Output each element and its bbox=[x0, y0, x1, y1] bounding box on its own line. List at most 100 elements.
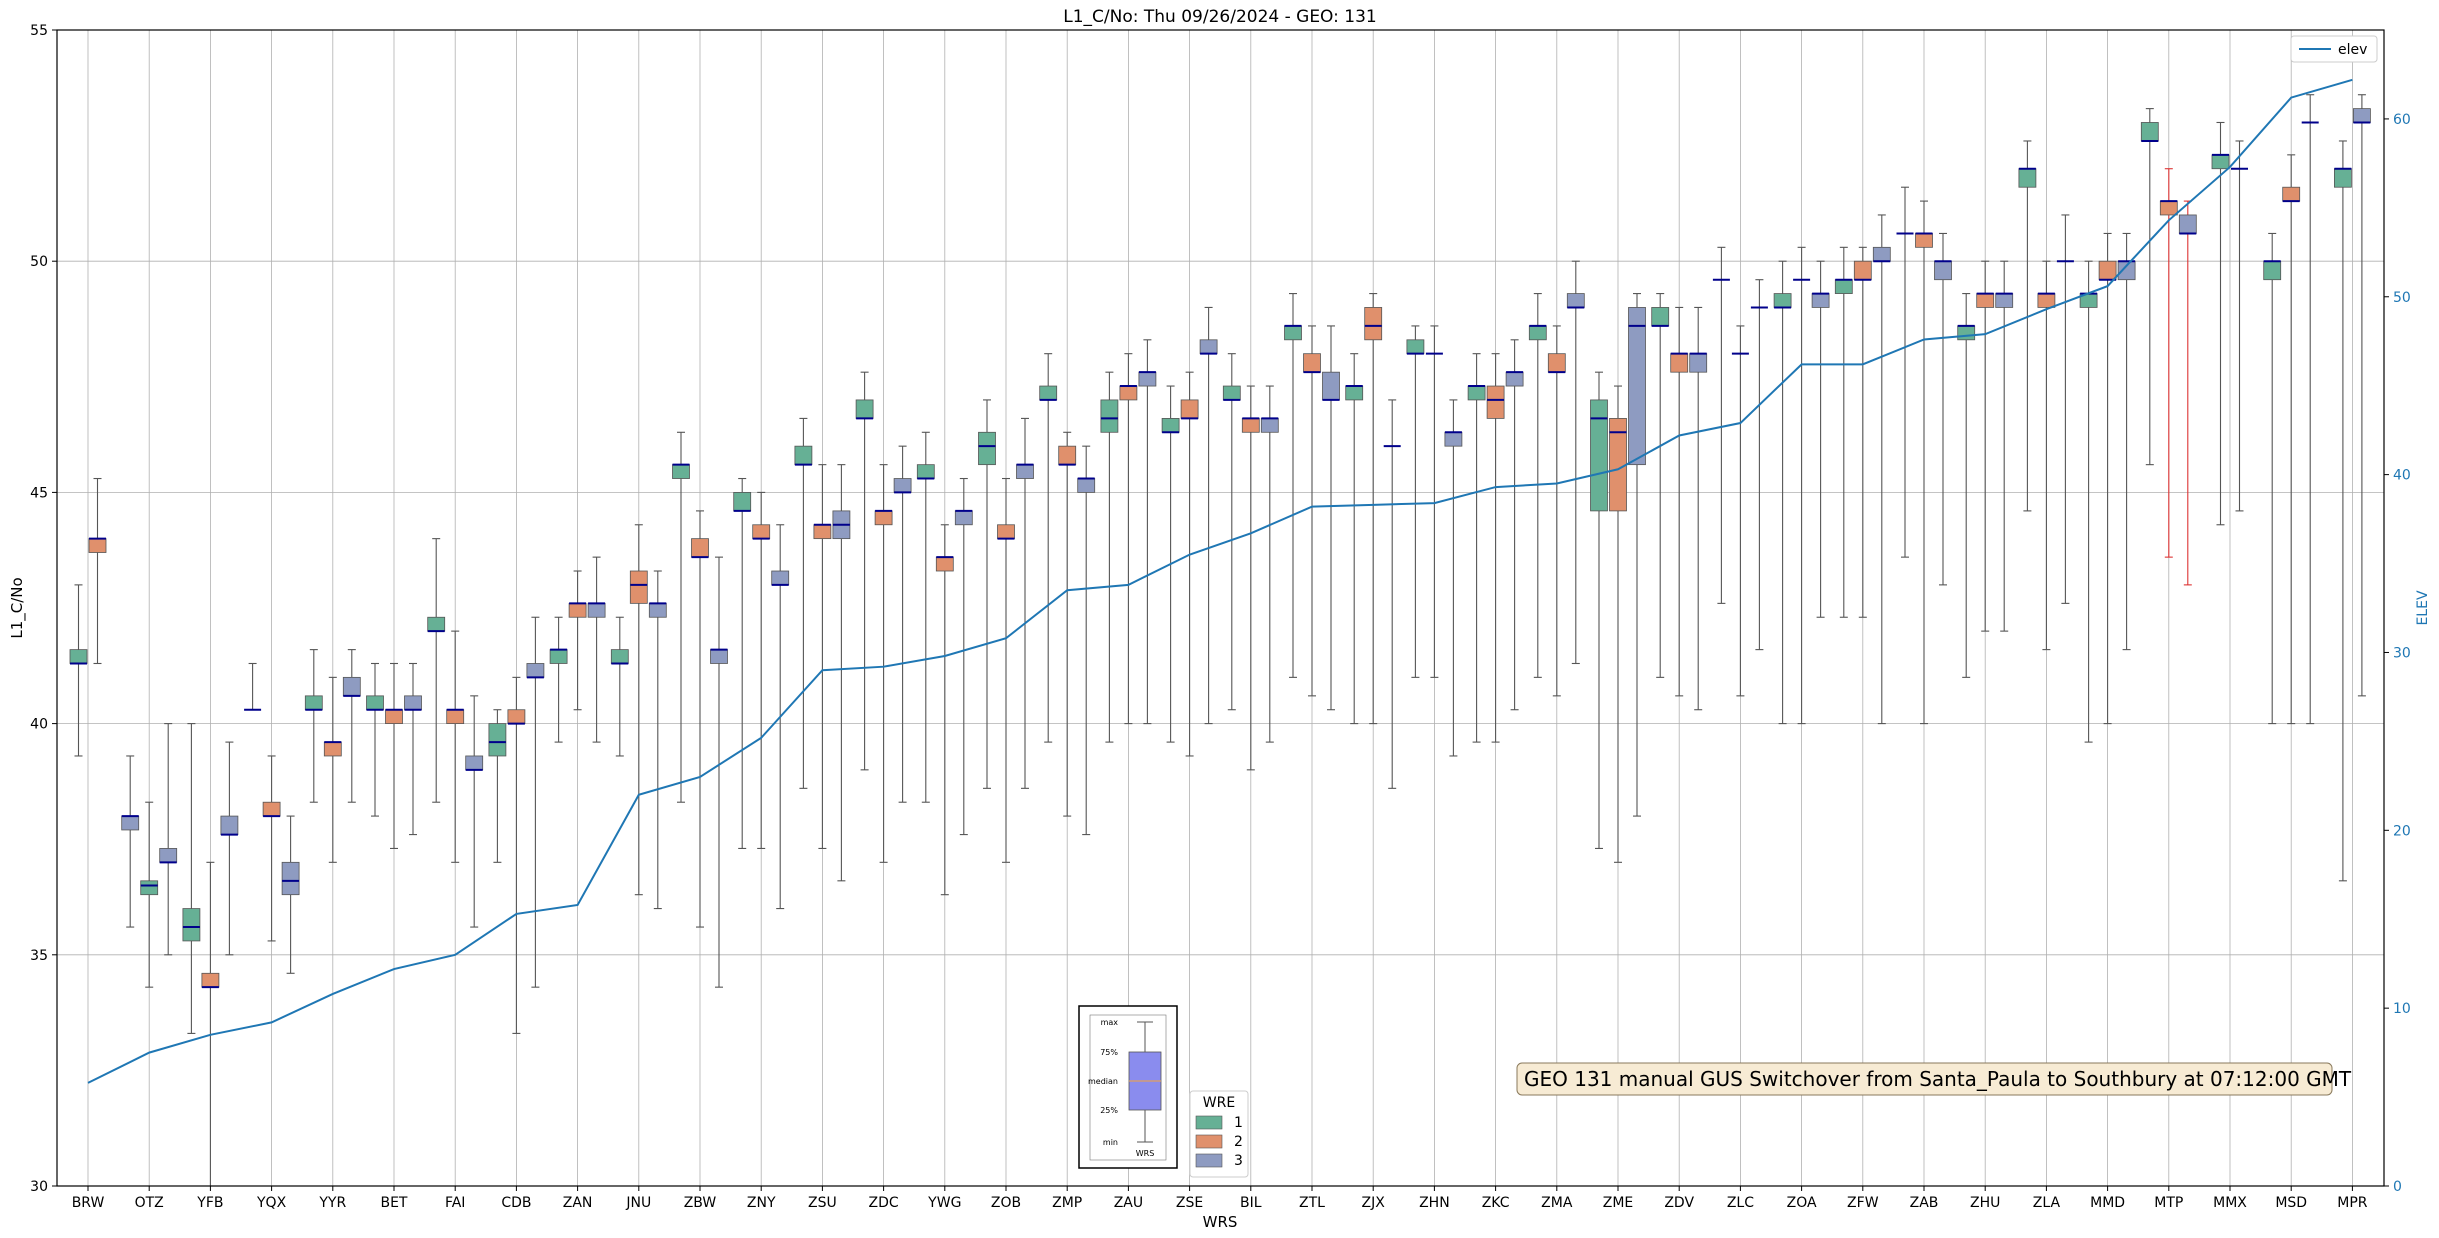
box-wre-1 bbox=[2140, 122, 2159, 142]
y2-tick-label: 10 bbox=[2393, 1001, 2411, 1017]
axis-layer: BRW OTZ YFB YQX YYR BET FAI CDB ZAN JNU ZBW ZNY ZSU Z… bbox=[30, 23, 2411, 1211]
x-tick-label: CDB bbox=[501, 1195, 531, 1211]
x-tick-label: FAI bbox=[445, 1195, 465, 1211]
y2-tick-label: 20 bbox=[2393, 823, 2411, 839]
whisker-layer bbox=[74, 94, 2366, 1186]
line-legend: elev bbox=[2290, 35, 2378, 63]
box-wre-2 bbox=[1670, 353, 1689, 373]
box-wre-3 bbox=[1811, 293, 1830, 308]
box-wre-1 bbox=[672, 464, 690, 479]
box-wre-1 bbox=[610, 649, 629, 664]
y2-tick-label: 60 bbox=[2393, 112, 2411, 128]
box-wre-2 bbox=[1915, 233, 1933, 248]
x-tick-label: YFB bbox=[196, 1195, 223, 1211]
box-wre-2 bbox=[2159, 200, 2178, 216]
annotation: GEO 131 manual GUS Switchover from Santa… bbox=[1516, 1062, 2352, 1096]
box-wre-2 bbox=[2098, 260, 2117, 281]
box-layer bbox=[69, 108, 2371, 989]
box-wre-3 bbox=[1016, 464, 1034, 479]
box-wre-1 bbox=[1467, 385, 1486, 401]
box-wre-3 bbox=[465, 755, 484, 771]
box-wre-1 bbox=[2211, 154, 2230, 170]
elevation-line bbox=[87, 78, 2353, 1084]
box-wre-1 bbox=[1100, 399, 1119, 433]
box-wre-2 bbox=[1853, 260, 1872, 281]
box-legend-title: WRE bbox=[1203, 1095, 1235, 1111]
x-tick-label: ZSU bbox=[808, 1195, 837, 1211]
box-wre-1 bbox=[1039, 385, 1058, 401]
x-tick-label: ZAU bbox=[1114, 1195, 1143, 1211]
x-tick-label: YYR bbox=[318, 1195, 346, 1211]
x-tick-label: ZNY bbox=[747, 1195, 776, 1211]
box-wre-1 bbox=[2263, 260, 2282, 281]
line-legend-frame bbox=[2290, 35, 2378, 63]
box-wre-1 bbox=[1590, 399, 1608, 512]
box-wre-1 bbox=[1161, 418, 1180, 433]
x-tick-label: ZOA bbox=[1787, 1195, 1817, 1211]
x-tick-label: ZFW bbox=[1847, 1195, 1879, 1211]
box-wre-3 bbox=[281, 861, 300, 896]
box-wre-1 bbox=[182, 908, 201, 942]
x-tick-label: ZOB bbox=[991, 1195, 1021, 1211]
box-legend-swatch-2 bbox=[1195, 1134, 1223, 1149]
box-wre-3 bbox=[159, 848, 178, 863]
line-legend-label: elev bbox=[2338, 42, 2367, 58]
box-wre-3 bbox=[2352, 108, 2371, 123]
y2-tick-label: 0 bbox=[2393, 1179, 2402, 1195]
y-tick-label: 35 bbox=[30, 948, 48, 964]
box-legend: WRE 1 2 3 bbox=[1189, 1090, 1249, 1178]
box-wre-1 bbox=[140, 880, 159, 896]
box-key-label-q1: 25% bbox=[1100, 1106, 1118, 1115]
box-wre-2 bbox=[1058, 445, 1077, 466]
box-wre-1 bbox=[1406, 339, 1425, 355]
box-wre-3 bbox=[1628, 307, 1646, 466]
box-wre-2 bbox=[2037, 293, 2056, 308]
box-wre-3 bbox=[2178, 214, 2197, 234]
box-wre-3 bbox=[2117, 260, 2136, 281]
y2-tick-label: 40 bbox=[2393, 468, 2411, 484]
box-wre-2 bbox=[874, 510, 893, 526]
grid-layer bbox=[57, 29, 2384, 1187]
x-tick-label: MMD bbox=[2090, 1195, 2125, 1211]
box-wre-3 bbox=[526, 663, 545, 678]
x-tick-label: ZHU bbox=[1970, 1195, 2000, 1211]
box-wre-3 bbox=[1934, 260, 1952, 281]
box-wre-1 bbox=[488, 723, 507, 757]
box-wre-1 bbox=[1284, 325, 1302, 341]
box-wre-3 bbox=[1444, 431, 1463, 447]
box-wre-1 bbox=[2333, 168, 2352, 188]
box-wre-1 bbox=[366, 695, 384, 711]
box-key-label-min: min bbox=[1103, 1138, 1118, 1147]
box-wre-2 bbox=[568, 602, 587, 618]
box-wre-1 bbox=[1773, 293, 1792, 308]
x-tick-label: MPR bbox=[2337, 1195, 2368, 1211]
x-tick-label: BET bbox=[380, 1195, 407, 1211]
box-wre-2 bbox=[1303, 353, 1321, 373]
x-tick-label: YQX bbox=[256, 1195, 287, 1211]
box-wre-2 bbox=[691, 538, 709, 558]
box-wre-1 bbox=[1222, 385, 1241, 401]
box-wre-3 bbox=[1566, 293, 1585, 308]
box-key-caption: WRS bbox=[1136, 1149, 1155, 1158]
box-wre-2 bbox=[813, 524, 832, 540]
box-wre-3 bbox=[648, 602, 667, 618]
x-tick-label: ZMP bbox=[1052, 1195, 1082, 1211]
x-tick-label: BRW bbox=[72, 1195, 105, 1211]
y-tick-label: 55 bbox=[30, 23, 48, 39]
box-wre-3 bbox=[954, 510, 973, 526]
x-tick-label: YWG bbox=[927, 1195, 961, 1211]
box-wre-2 bbox=[1976, 293, 1995, 308]
box-key-inset: max 75% median 25% min WRS bbox=[1078, 1005, 1178, 1169]
box-wre-3 bbox=[1260, 418, 1279, 433]
box-wre-3 bbox=[893, 478, 912, 493]
box-wre-2 bbox=[752, 524, 771, 540]
x-tick-label: ZME bbox=[1603, 1195, 1634, 1211]
box-key-label-q3: 75% bbox=[1100, 1048, 1118, 1057]
box-wre-3 bbox=[1689, 353, 1708, 373]
box-wre-3 bbox=[1138, 371, 1157, 387]
box-wre-2 bbox=[1241, 418, 1260, 433]
annotation-text: GEO 131 manual GUS Switchover from Santa… bbox=[1524, 1067, 2352, 1091]
box-wre-2 bbox=[201, 972, 220, 988]
box-wre-2 bbox=[997, 524, 1015, 540]
